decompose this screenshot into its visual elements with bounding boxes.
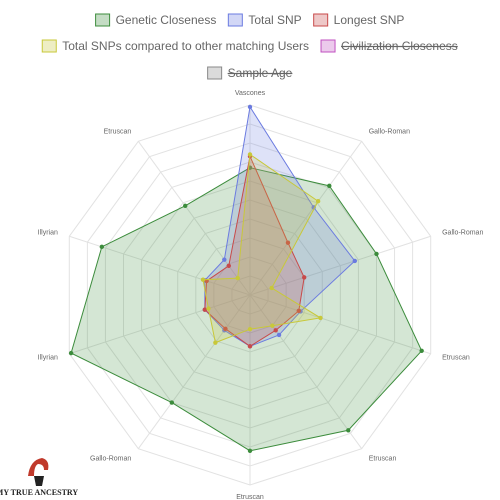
data-point <box>247 448 253 453</box>
data-point <box>99 244 105 250</box>
data-point <box>213 340 218 345</box>
legend-label: Sample Age <box>228 66 293 80</box>
axis-line <box>249 294 431 355</box>
axis-line <box>137 294 251 450</box>
axis-label: Illyrian <box>38 354 58 361</box>
axis-label: Etruscan <box>369 455 397 462</box>
data-point <box>206 306 211 311</box>
data-point <box>315 199 321 204</box>
data-point <box>202 307 208 312</box>
data-point <box>273 328 278 333</box>
logo-icon <box>28 458 49 476</box>
legend-label: Total SNPs compared to other matching Us… <box>62 39 309 53</box>
axis-label: Gallo-Roman <box>369 128 410 135</box>
axis-label: Gallo-Roman <box>90 455 131 462</box>
legend-item: Civilization Closeness <box>320 39 458 53</box>
legend-label: Civilization Closeness <box>341 39 458 53</box>
data-point <box>352 258 358 264</box>
axis-line <box>249 294 363 450</box>
axis-line <box>69 294 251 355</box>
legend-label: Longest SNP <box>334 13 405 27</box>
data-point <box>296 308 301 314</box>
data-point <box>419 348 424 353</box>
data-point <box>222 257 227 262</box>
legend-item: Sample Age <box>207 66 293 80</box>
data-point <box>346 428 351 433</box>
legend-swatch <box>313 13 329 27</box>
legend-swatch <box>227 13 243 27</box>
data-point <box>247 327 253 332</box>
axis-line <box>69 235 251 296</box>
legend-item: Total SNP <box>227 13 302 27</box>
data-point <box>200 277 206 282</box>
data-point <box>318 315 323 321</box>
legend-item: Longest SNP <box>313 13 405 27</box>
data-point <box>223 326 228 332</box>
data-point <box>247 152 253 157</box>
legend-swatch <box>320 39 336 53</box>
data-point <box>247 344 253 349</box>
axis-label: Etruscan <box>236 494 264 500</box>
axis-line <box>137 140 251 296</box>
legend-swatch <box>41 39 57 53</box>
legend-item: Total SNPs compared to other matching Us… <box>41 39 309 53</box>
axis-label: Etruscan <box>104 128 132 135</box>
data-point <box>235 275 240 281</box>
axis-line <box>249 235 431 296</box>
legend-swatch <box>95 13 111 27</box>
data-point <box>68 350 74 356</box>
logo: MY TRUE ANCESTRY <box>0 458 78 497</box>
legend-swatch <box>207 66 223 80</box>
legend-label: Total SNP <box>248 13 301 27</box>
data-point <box>302 275 307 280</box>
axis-label: Gallo-Roman <box>442 229 483 236</box>
data-point <box>276 332 282 338</box>
axis-label: Illyrian <box>38 229 58 236</box>
data-point <box>169 400 175 405</box>
axis-line <box>249 140 363 296</box>
data-point <box>374 251 379 257</box>
data-point <box>285 240 291 245</box>
axis-label: Vascones <box>235 90 266 97</box>
legend-item: Genetic Closeness <box>95 13 217 27</box>
data-point <box>247 104 253 110</box>
data-point <box>327 183 332 189</box>
data-point <box>183 203 188 209</box>
logo-icon <box>34 476 44 486</box>
legend-label: Genetic Closeness <box>116 13 217 27</box>
logo-text: MY TRUE ANCESTRY <box>0 488 78 497</box>
data-point <box>269 285 274 291</box>
data-point <box>226 263 231 268</box>
axis-label: Etruscan <box>442 354 470 361</box>
data-point <box>270 323 275 328</box>
